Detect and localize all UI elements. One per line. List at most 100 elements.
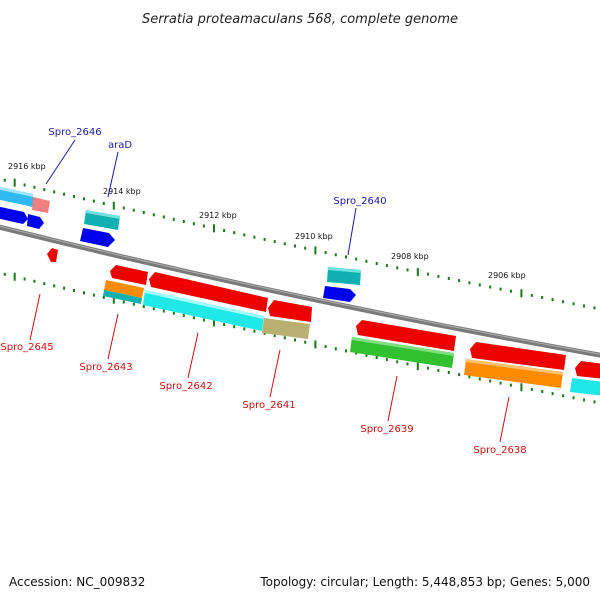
upper-minor-tick <box>43 188 46 192</box>
upper-minor-tick <box>3 178 6 182</box>
upper-major-tick <box>112 201 115 210</box>
lower-minor-tick <box>182 314 185 317</box>
label-spro-2640[interactable]: Spro_2640 <box>333 196 386 207</box>
upper-minor-tick <box>253 235 256 239</box>
upper-minor-tick <box>355 257 358 261</box>
lower-minor-tick <box>304 340 307 344</box>
label-arad[interactable]: araD <box>108 140 132 151</box>
gene-forward-blue-a[interactable] <box>0 206 28 224</box>
coord-label-2908: 2908 kbp <box>391 252 429 261</box>
upper-major-tick <box>314 246 317 255</box>
gene-forward-blue-c[interactable] <box>80 228 115 247</box>
gene-arad-shine <box>86 210 120 219</box>
upper-minor-tick <box>182 220 185 223</box>
upper-minor-tick <box>437 274 440 278</box>
gene-reverse-red-c[interactable] <box>268 300 312 322</box>
upper-minor-tick <box>324 251 327 255</box>
upper-minor-tick <box>202 224 205 228</box>
upper-major-tick <box>13 178 16 187</box>
gene-spro-2646-b[interactable] <box>32 197 50 213</box>
upper-minor-tick <box>122 206 125 210</box>
label-spro-2646[interactable]: Spro_2646 <box>48 127 101 138</box>
gene-spro-2640-shine <box>328 267 361 273</box>
upper-minor-tick <box>63 192 66 196</box>
upper-minor-tick <box>447 277 450 280</box>
gene-reverse-red-e[interactable] <box>470 342 566 370</box>
gene-spro-2642[interactable] <box>143 290 264 331</box>
lower-major-tick <box>416 362 419 371</box>
upper-minor-tick <box>102 201 105 205</box>
upper-minor-tick <box>541 296 544 299</box>
upper-minor-tick <box>583 304 585 308</box>
lower-minor-tick <box>253 329 256 333</box>
lower-minor-tick <box>152 307 155 311</box>
gene-reverse-red-f[interactable] <box>575 361 600 379</box>
gene-reverse-cyan[interactable] <box>570 378 600 396</box>
lower-minor-tick <box>132 302 135 306</box>
gene-spro-2643-b[interactable] <box>103 290 142 304</box>
label-spro-2638[interactable]: Spro_2638 <box>473 445 526 456</box>
lower-minor-tick <box>223 323 226 326</box>
lower-minor-tick <box>345 349 347 353</box>
lower-minor-tick <box>509 383 512 387</box>
label-spro-2643[interactable]: Spro_2643 <box>79 362 132 373</box>
label-spro-2645[interactable]: Spro_2645 <box>0 342 53 353</box>
upper-minor-tick <box>172 217 175 221</box>
gene-spro-2641[interactable] <box>262 318 310 339</box>
coord-label-2906: 2906 kbp <box>488 271 526 280</box>
gene-spro-2645[interactable] <box>47 248 58 262</box>
upper-minor-tick <box>468 281 471 285</box>
lower-minor-tick <box>355 351 358 355</box>
gene-spro-2646[interactable] <box>0 186 33 207</box>
lower-minor-tick <box>375 356 378 359</box>
gene-spro-2638[interactable] <box>464 359 563 388</box>
lower-minor-tick <box>541 390 544 393</box>
upper-minor-tick <box>223 229 226 232</box>
lower-minor-tick <box>83 291 85 295</box>
gene-spro-2643[interactable] <box>104 280 144 298</box>
lower-minor-tick <box>172 311 175 315</box>
callout-arad <box>107 151 119 198</box>
callout-lines <box>29 139 510 443</box>
upper-minor-tick <box>375 262 378 265</box>
upper-minor-tick <box>572 302 575 306</box>
map-title: Serratia proteamaculans 568, complete ge… <box>142 12 458 27</box>
lower-minor-tick <box>427 366 430 370</box>
callout-spro-2643 <box>107 313 119 360</box>
upper-minor-tick <box>562 300 565 304</box>
upper-minor-tick <box>192 222 195 226</box>
upper-major-tick <box>213 224 215 233</box>
genome-backbone <box>0 224 600 358</box>
upper-minor-tick <box>23 183 26 187</box>
upper-minor-tick <box>263 237 266 241</box>
upper-tick-track <box>3 178 596 310</box>
upper-major-tick <box>416 268 419 277</box>
gene-reverse-red-a[interactable] <box>110 265 148 285</box>
upper-minor-tick <box>551 298 554 302</box>
gene-reverse-red-d[interactable] <box>356 320 456 351</box>
lower-minor-tick <box>122 300 125 304</box>
upper-minor-tick <box>385 264 388 268</box>
upper-minor-tick <box>294 244 296 248</box>
lower-minor-tick <box>142 305 145 308</box>
upper-minor-tick <box>142 211 145 214</box>
label-spro-2642[interactable]: Spro_2642 <box>159 381 212 392</box>
reverse-strand-genes <box>47 248 600 396</box>
lower-minor-tick <box>385 358 388 362</box>
upper-minor-tick <box>83 197 85 201</box>
gene-forward-blue-d[interactable] <box>323 286 356 302</box>
forward-strand-genes <box>0 186 361 302</box>
lower-minor-tick <box>43 282 46 286</box>
upper-minor-tick <box>92 199 95 203</box>
gene-spro-2639[interactable] <box>350 337 454 368</box>
gene-forward-blue-b[interactable] <box>27 214 44 229</box>
upper-minor-tick <box>396 266 399 270</box>
upper-minor-tick <box>478 283 481 287</box>
label-spro-2639[interactable]: Spro_2639 <box>360 424 413 435</box>
genome-backbone-highlight <box>0 225 600 355</box>
gene-reverse-red-b[interactable] <box>149 272 268 312</box>
label-spro-2641[interactable]: Spro_2641 <box>242 400 295 411</box>
lower-minor-tick <box>458 373 461 377</box>
lower-minor-tick <box>572 396 575 400</box>
